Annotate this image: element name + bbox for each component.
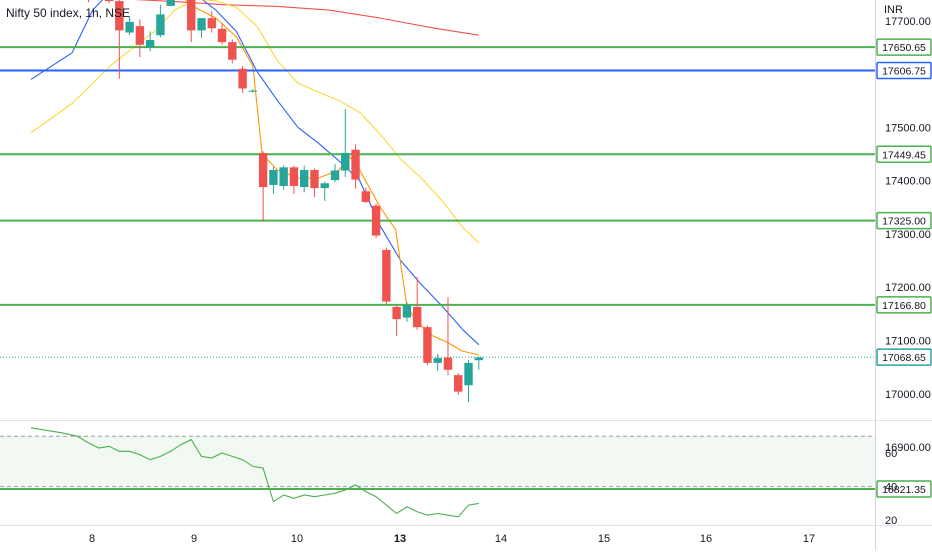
candle-up[interactable] <box>341 152 350 171</box>
level-tag-label: 17166.80 <box>882 300 926 312</box>
price-tick-label: 17100.00 <box>885 335 931 347</box>
time-tick-label: 16 <box>700 533 712 545</box>
time-tick-label: 13 <box>394 533 406 545</box>
candle-down[interactable] <box>371 205 381 236</box>
price-tick-label: 17000.00 <box>885 389 931 401</box>
candle-up[interactable] <box>474 357 483 361</box>
candle-down[interactable] <box>207 18 216 29</box>
moving-average-ema_mid <box>30 0 480 346</box>
last-price-label: 17068.65 <box>882 352 926 364</box>
level-tag[interactable] <box>876 211 932 230</box>
level-tag[interactable] <box>876 61 932 80</box>
candle-down[interactable] <box>104 0 114 2</box>
symbol-title: Nifty 50 index, 1h, NSE <box>6 6 131 20</box>
candle-down[interactable] <box>187 0 196 31</box>
candle-up[interactable] <box>156 14 165 36</box>
price-tick-label: 17200.00 <box>885 282 931 294</box>
level-tag[interactable] <box>876 38 932 56</box>
rsi-tick-label: 40 <box>885 482 897 494</box>
candle-down[interactable] <box>382 249 391 302</box>
candle-up[interactable] <box>197 18 206 31</box>
candle-down[interactable] <box>238 68 247 89</box>
time-tick-label: 8 <box>89 533 95 545</box>
candle-up[interactable] <box>166 0 175 6</box>
level-tag[interactable] <box>876 296 932 314</box>
candle-up[interactable] <box>320 183 329 189</box>
candle-up[interactable] <box>125 21 134 33</box>
rsi-band <box>0 436 875 487</box>
rsi-tick-label: 60 <box>885 448 897 460</box>
candle-down[interactable] <box>228 42 237 60</box>
level-tag-label: 17449.45 <box>882 149 926 161</box>
candle-up[interactable] <box>464 362 473 386</box>
price-tick-label: 17500.00 <box>885 122 931 134</box>
candle-up[interactable] <box>402 305 412 318</box>
moving-average-ema_long <box>133 0 479 36</box>
price-tick-label: 17400.00 <box>885 176 931 188</box>
candle-down[interactable] <box>392 306 401 320</box>
candle-down[interactable] <box>217 28 227 43</box>
candle-down[interactable] <box>135 26 145 45</box>
candle-up[interactable] <box>433 358 442 363</box>
candle-down[interactable] <box>361 191 371 202</box>
candle-up[interactable] <box>300 169 309 188</box>
candle-down[interactable] <box>351 149 360 180</box>
candle-down[interactable] <box>443 357 453 370</box>
candle-down[interactable] <box>454 375 463 392</box>
level-tag[interactable] <box>876 480 932 498</box>
time-tick-label: 10 <box>291 533 303 545</box>
price-tick-label: 17700.00 <box>885 16 931 28</box>
candle-down[interactable] <box>310 169 319 189</box>
last-price-tag[interactable] <box>876 348 932 366</box>
candle-up[interactable] <box>269 169 278 185</box>
candle-up[interactable] <box>330 170 340 181</box>
level-tag-label: 17606.75 <box>882 65 926 77</box>
rsi-tick-label: 20 <box>885 515 897 527</box>
candle-up[interactable] <box>248 90 258 92</box>
candle-up[interactable] <box>145 39 155 48</box>
level-tag-label: 17650.65 <box>882 42 926 54</box>
candle-down[interactable] <box>423 327 432 363</box>
time-tick-label: 9 <box>191 533 197 545</box>
candle-down[interactable] <box>115 1 124 31</box>
time-tick-label: 15 <box>598 533 610 545</box>
candle-up[interactable] <box>279 167 288 186</box>
time-tick-label: 14 <box>495 533 507 545</box>
time-tick-label: 17 <box>803 533 815 545</box>
level-tag-label: 17325.00 <box>882 216 926 228</box>
level-tag-label: 16821.35 <box>882 484 926 496</box>
candle-down[interactable] <box>258 152 268 188</box>
candle-down[interactable] <box>289 167 299 186</box>
level-tag[interactable] <box>876 145 932 164</box>
price-tick-label: 16900.00 <box>885 442 931 454</box>
price-tick-label: 17300.00 <box>885 229 931 241</box>
currency-label: INR <box>884 4 903 16</box>
candle-down[interactable] <box>412 306 422 328</box>
rsi-line <box>30 427 479 518</box>
